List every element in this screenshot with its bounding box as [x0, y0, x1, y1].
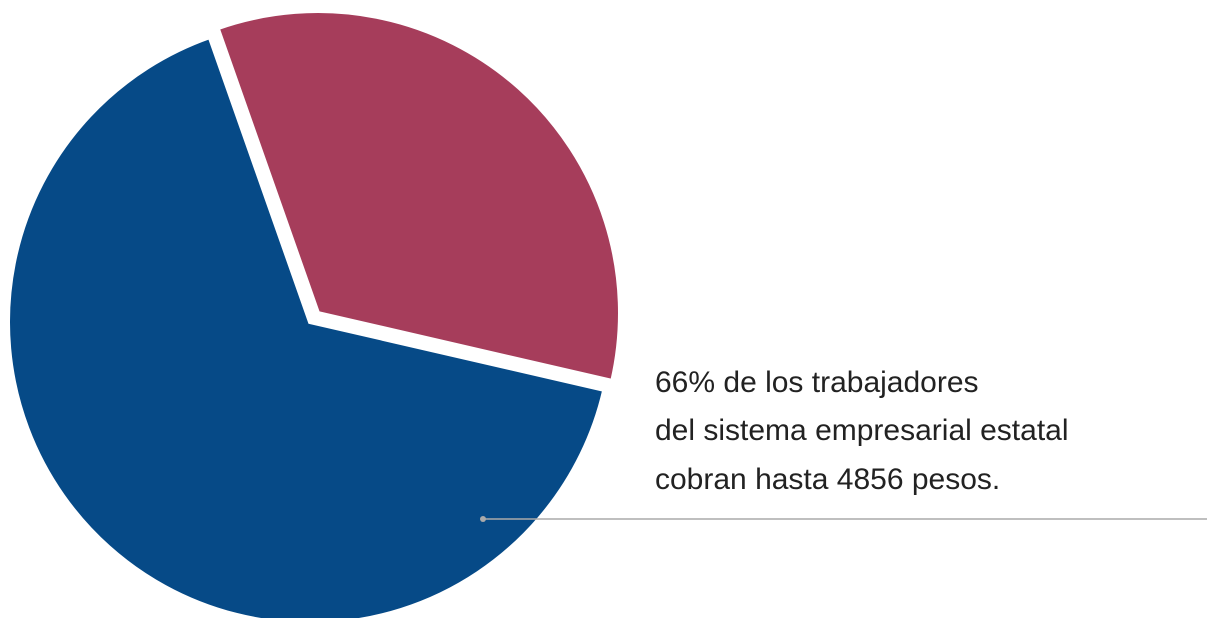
- pie-slice: [6, 34, 607, 618]
- leader-dot: [480, 516, 486, 522]
- annotation-line: cobran hasta 4856 pesos.: [655, 463, 1000, 496]
- annotation-line: del sistema empresarial estatal: [655, 414, 1069, 447]
- annotation-line: 66% de los trabajadores: [655, 366, 979, 399]
- pie-slice: [215, 9, 622, 384]
